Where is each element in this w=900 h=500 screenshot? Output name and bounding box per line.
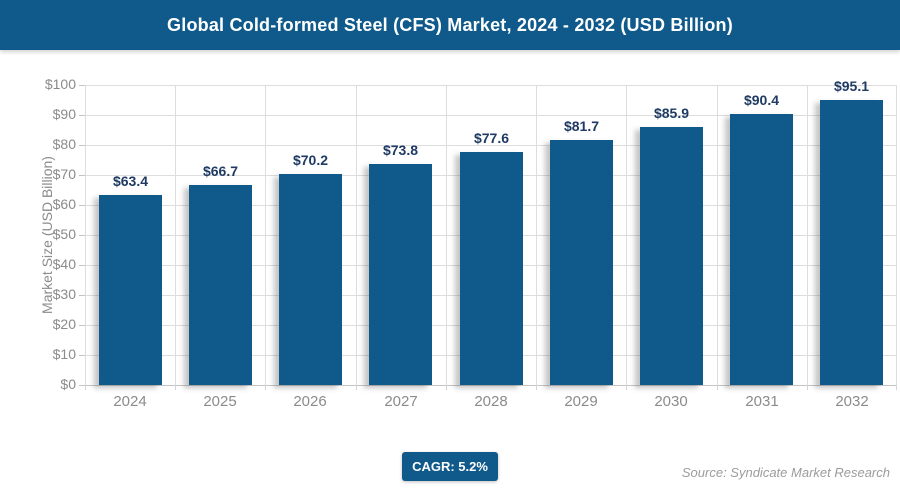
app-header: Global Cold-formed Steel (CFS) Market, 2…	[0, 0, 900, 50]
x-axis-label: 2024	[113, 393, 147, 410]
plot-area: $63.4 $66.7 $70.2 $73.8 $77.6 $81.7 $85.9 $90.4…	[85, 78, 897, 386]
x-tick-mark	[807, 385, 808, 390]
gridline-v	[446, 85, 447, 385]
x-axis-label: 2031	[745, 393, 779, 410]
y-tick-label: $0	[60, 376, 76, 392]
y-tick-mark	[79, 355, 85, 356]
gridline-v	[175, 85, 176, 385]
y-tick-mark	[79, 145, 85, 146]
y-tick-label: $60	[52, 196, 76, 212]
bar-value-label: $77.6	[473, 130, 510, 146]
x-tick-mark	[896, 385, 897, 390]
gridline-v	[536, 85, 537, 385]
bar-2027	[369, 164, 432, 385]
bar-2032	[820, 100, 883, 385]
y-tick-label: $40	[52, 256, 76, 272]
gridline-v	[717, 85, 718, 385]
gridline-h	[85, 145, 897, 146]
y-tick-label: $70	[52, 166, 76, 182]
gridline-v	[807, 85, 808, 385]
gridline-h	[85, 85, 897, 86]
gridline-h	[85, 115, 897, 116]
y-tick-label: $90	[52, 106, 76, 122]
chart-footer: CAGR: 5.2% Source: Syndicate Market Rese…	[0, 440, 900, 500]
gridline-v	[356, 85, 357, 385]
bar-2028	[460, 152, 523, 385]
y-tick-mark	[79, 115, 85, 116]
cagr-badge: CAGR: 5.2%	[402, 452, 498, 481]
bar-value-label: $85.9	[653, 105, 690, 121]
y-tick-label: $10	[52, 346, 76, 362]
bar-2025	[189, 185, 252, 385]
y-tick-mark	[79, 235, 85, 236]
gridline-v	[626, 85, 627, 385]
y-tick-mark	[79, 385, 85, 386]
y-tick-label: $50	[52, 226, 76, 242]
chart-title: Global Cold-formed Steel (CFS) Market, 2…	[167, 14, 733, 35]
bar-value-label: $95.1	[833, 78, 870, 94]
bar-value-label: $66.7	[202, 163, 239, 179]
y-tick-label: $100	[44, 76, 76, 92]
y-tick-label: $80	[52, 136, 76, 152]
x-axis-label: 2026	[293, 393, 327, 410]
y-tick-labels: $0 $10 $20 $30 $40 $50 $60 $70 $80 $90 $100	[0, 76, 76, 392]
x-tick-mark	[175, 385, 176, 390]
bar-value-label: $70.2	[292, 152, 329, 168]
y-tick-label: $30	[52, 286, 76, 302]
x-tick-mark	[536, 385, 537, 390]
x-axis-label: 2032	[835, 393, 869, 410]
x-tick-mark	[356, 385, 357, 390]
y-tick-mark	[79, 205, 85, 206]
bar-2030	[640, 127, 703, 385]
bar-2029	[550, 140, 613, 385]
x-tick-mark	[446, 385, 447, 390]
y-tick-mark	[79, 265, 85, 266]
cagr-label: CAGR: 5.2%	[412, 459, 488, 474]
x-tick-mark	[717, 385, 718, 390]
y-tick-mark	[79, 175, 85, 176]
bar-value-label: $81.7	[563, 118, 600, 134]
bar-value-label: $63.4	[112, 173, 149, 189]
y-tick-mark	[79, 325, 85, 326]
bar-2024	[99, 195, 162, 385]
gridline-v	[85, 85, 86, 385]
x-axis-label: 2027	[384, 393, 418, 410]
y-tick-label: $20	[52, 316, 76, 332]
bar-value-label: $73.8	[382, 142, 419, 158]
gridline-v	[265, 85, 266, 385]
x-tick-mark	[85, 385, 86, 390]
x-axis-label: 2029	[564, 393, 598, 410]
x-axis-label: 2025	[203, 393, 237, 410]
x-axis-label: 2030	[654, 393, 688, 410]
bar-value-label: $90.4	[743, 92, 780, 108]
x-tick-mark	[265, 385, 266, 390]
y-tick-mark	[79, 85, 85, 86]
gridline-h	[85, 385, 897, 386]
bar-2026	[279, 174, 342, 385]
bar-2031	[730, 114, 793, 385]
source-text: Source: Syndicate Market Research	[681, 465, 890, 480]
gridline-v	[896, 85, 897, 385]
x-tick-mark	[626, 385, 627, 390]
x-axis-label: 2028	[474, 393, 508, 410]
y-tick-mark	[79, 295, 85, 296]
x-axis-labels: 2024 2025 2026 2027 2028 2029 2030 2031 2032	[85, 393, 897, 413]
chart-region: Market Size (USD Billion) $0 $10 $20 $30 $40…	[0, 50, 900, 440]
